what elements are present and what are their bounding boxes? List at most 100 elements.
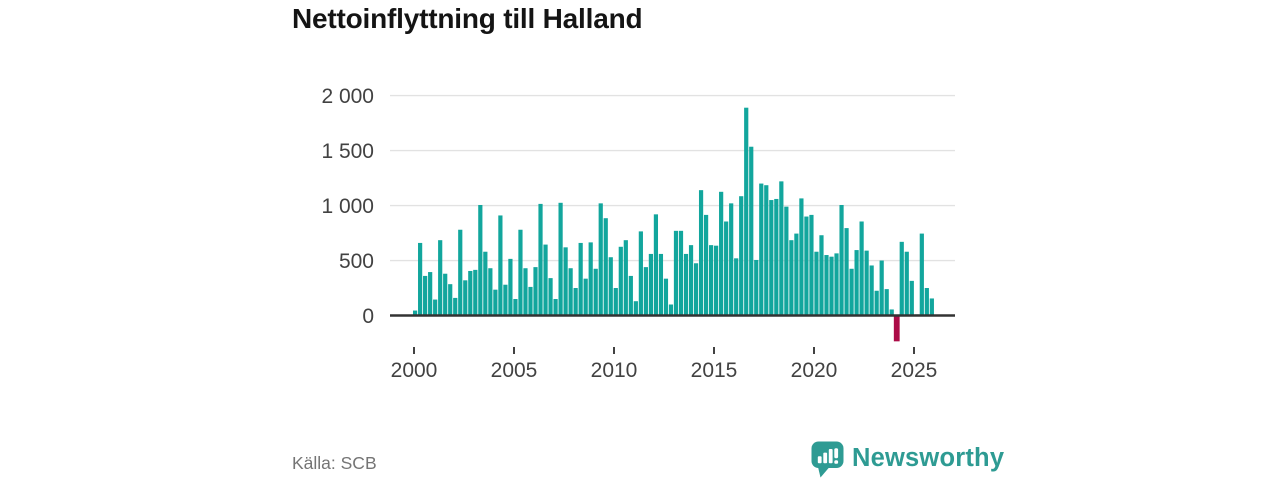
bar [493,289,498,316]
bar [714,245,719,316]
bar [568,268,573,316]
bar [839,205,844,316]
bar [468,270,473,316]
bar [593,268,598,316]
bar [804,216,809,316]
bar [563,247,568,316]
bar [703,214,709,316]
newsworthy-logo-icon [811,441,844,478]
bar [854,250,859,316]
bar [834,253,839,316]
chart-title: Nettoinflyttning till Halland [292,3,643,34]
bar [443,273,448,316]
x-tick-label: 2025 [891,359,938,382]
bar [698,190,704,316]
bar [608,257,613,316]
bar [483,251,488,316]
bar [538,203,543,316]
bar [518,229,523,316]
bar [583,278,588,316]
logo-exclamation-bar [834,448,839,459]
bar [573,288,578,316]
x-tick-label: 2020 [791,359,838,382]
bar [754,259,759,316]
bar [523,268,528,316]
bar [859,221,864,316]
bar [658,253,664,316]
logo-bar-small [817,456,822,464]
bar [924,288,929,316]
bar [749,146,754,316]
bar [673,230,679,316]
bar [623,240,628,316]
bar [688,245,694,316]
bar [864,250,869,316]
bar [668,304,674,316]
bar [598,203,603,316]
bar [794,233,799,316]
bar [548,278,553,316]
bar [719,191,724,316]
bar [678,230,684,316]
bar [764,185,769,316]
bar [919,233,924,316]
bar [904,251,909,316]
bar [909,280,914,316]
source-note: Källa: SCB [292,453,377,473]
bar [503,284,508,316]
bar [784,206,789,316]
bar [799,198,804,316]
bar [498,215,503,316]
bar [829,256,834,316]
bar [653,214,659,316]
y-tick-label: 2 000 [321,85,374,108]
bar [428,272,433,316]
bar [769,200,774,316]
bar [663,278,669,316]
bar [528,286,533,316]
bar [899,241,904,316]
bar [734,258,739,316]
y-tick-label: 500 [339,250,374,273]
y-tick-label: 0 [362,305,374,328]
bar [648,253,653,316]
bar [729,203,734,316]
bar [438,240,443,316]
bar [889,309,894,316]
y-tick-label: 1 500 [321,140,374,163]
bar-highlighted [893,315,900,342]
bar [423,275,428,316]
bar [869,265,874,316]
bar [638,231,643,316]
bar [739,196,744,316]
bar [874,290,879,316]
bar [683,253,689,316]
bar [513,299,518,316]
bar [458,229,463,316]
bar [724,221,729,316]
bar [884,289,889,316]
bar [553,299,558,316]
bar [824,255,829,316]
bar [543,244,548,316]
x-tick-label: 2005 [491,359,538,382]
bar [578,242,583,316]
bar [814,251,819,316]
bar [433,299,438,316]
bar [849,268,854,316]
y-tick-label: 1 000 [321,195,374,218]
bar [618,246,623,316]
bar [844,228,849,316]
bar [779,181,784,316]
bar [709,245,714,316]
bar [693,263,699,316]
bar [628,275,633,316]
bar [508,258,513,316]
bar [558,202,563,316]
bar [463,280,468,316]
bar [809,214,814,316]
x-tick-label: 2015 [691,359,738,382]
bar [643,267,648,316]
bar [744,107,749,316]
